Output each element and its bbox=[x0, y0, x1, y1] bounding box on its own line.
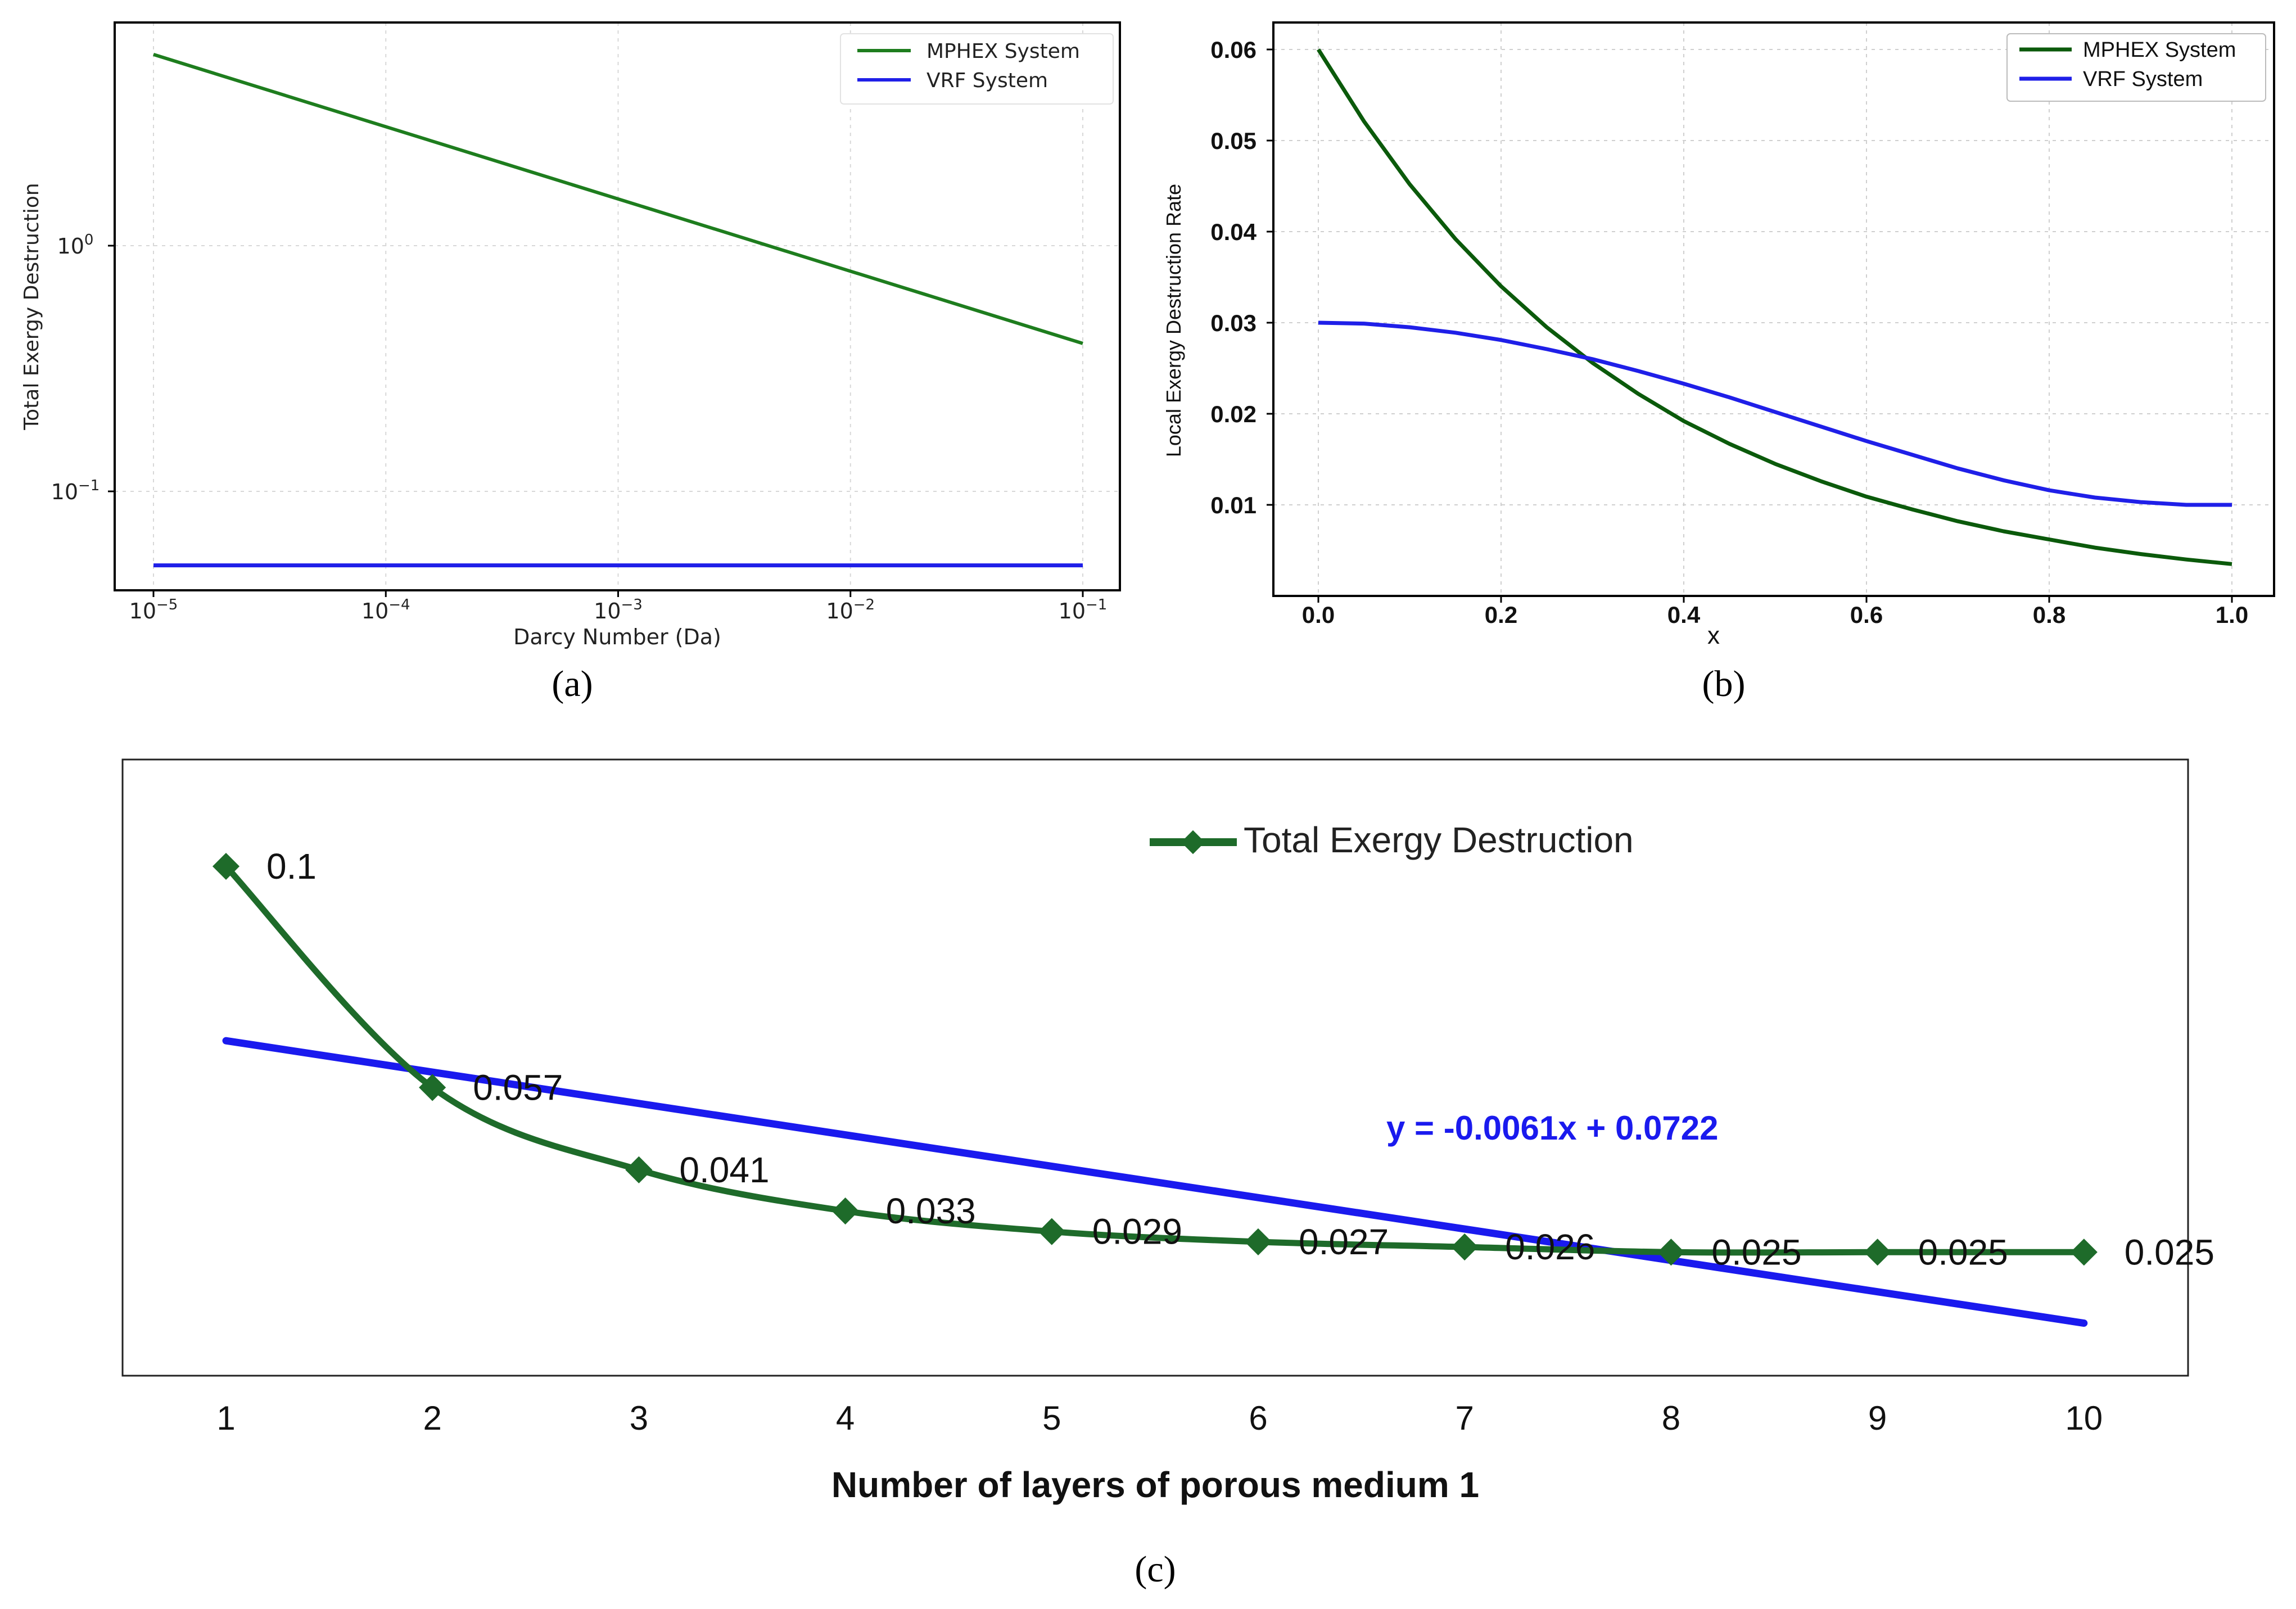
panel-c-legend-marker bbox=[1181, 830, 1205, 855]
panel-b-y-axis-label: Local Exergy Destruction Rate bbox=[1162, 184, 1185, 457]
panel-c-trendline bbox=[222, 1037, 2088, 1327]
panel-c-data-label: 0.025 bbox=[1711, 1232, 1801, 1272]
panel-b-series-line-1 bbox=[1317, 48, 2232, 566]
panel-c-x-tick-label: 2 bbox=[423, 1399, 442, 1437]
panel-b-caption: (b) bbox=[1702, 663, 1746, 704]
panel-c-x-tick-label: 9 bbox=[1868, 1399, 1887, 1437]
panel-c-data-marker bbox=[1451, 1233, 1479, 1261]
panel-b-x-tick-label: 0.6 bbox=[1850, 602, 1883, 628]
panel-c-ticks: 1 2 3 4 5 6 7 8 9 10 bbox=[216, 1399, 2103, 1437]
panel-b-series-line-2 bbox=[1318, 320, 2232, 507]
panel-c-data-marker bbox=[625, 1156, 653, 1183]
panel-c-data-label: 0.026 bbox=[1505, 1227, 1595, 1267]
panel-a-series bbox=[153, 53, 1083, 568]
panel-a: 10−5 10−4 10−3 10−2 10−1 100 10−1 MPHEX System… bbox=[20, 21, 1121, 704]
panel-b-series bbox=[1317, 48, 2232, 566]
panel-c-legend-label: Total Exergy Destruction bbox=[1244, 820, 1634, 860]
panel-a-ticks: 10−5 10−4 10−3 10−2 10−1 100 10−1 bbox=[51, 232, 1108, 623]
panel-a-series-line-1 bbox=[153, 53, 1083, 345]
panel-c-data-label: 0.057 bbox=[473, 1067, 563, 1108]
panel-a-legend-label-2: VRF System bbox=[926, 69, 1048, 92]
panel-a-x-tick-label: 10−4 bbox=[361, 596, 410, 623]
panel-a-caption: (a) bbox=[552, 663, 593, 704]
panel-c-x-axis-label: Number of layers of porous medium 1 bbox=[831, 1465, 1479, 1505]
panel-c-data-label: 0.033 bbox=[886, 1191, 976, 1231]
panel-c-data-marker bbox=[1038, 1218, 1065, 1245]
panel-a-x-tick-label: 10−2 bbox=[826, 596, 875, 623]
panel-b-y-tick-label: 0.03 bbox=[1210, 310, 1257, 336]
panel-b-y-tick-label: 0.06 bbox=[1210, 37, 1257, 63]
panel-b-x-tick-label: 1.0 bbox=[2216, 602, 2248, 628]
panel-c-legend: Total Exergy Destruction bbox=[1150, 820, 1634, 860]
panel-c-data-label: 0.041 bbox=[679, 1150, 769, 1190]
panel-c-trendline-equation: y = -0.0061x + 0.0722 bbox=[1386, 1109, 1719, 1147]
panel-b-x-tick-label: 0.2 bbox=[1485, 602, 1517, 628]
panel-b-legend-label-1: MPHEX System bbox=[2083, 38, 2236, 62]
panel-c-caption: (c) bbox=[1135, 1549, 1176, 1590]
panel-a-y-tick-label: 10−1 bbox=[51, 477, 100, 504]
panel-c-data-marker bbox=[1657, 1239, 1685, 1266]
panel-c-x-tick-label: 10 bbox=[2065, 1399, 2103, 1437]
panel-c-x-tick-label: 6 bbox=[1249, 1399, 1267, 1437]
panel-a-grid bbox=[115, 22, 1120, 590]
panel-a-legend-label-1: MPHEX System bbox=[926, 40, 1080, 63]
panel-a-x-axis-label: Darcy Number (Da) bbox=[513, 625, 721, 649]
panel-c-x-tick-label: 8 bbox=[1662, 1399, 1680, 1437]
panel-c-data-marker bbox=[1864, 1239, 1891, 1266]
panel-a-legend: MPHEX System VRF System bbox=[840, 33, 1114, 105]
panel-c-x-tick-label: 4 bbox=[836, 1399, 855, 1437]
panel-b-legend-label-2: VRF System bbox=[2083, 67, 2203, 91]
panel-c-data-label: 0.027 bbox=[1299, 1222, 1389, 1262]
panel-b-grid bbox=[1273, 22, 2274, 596]
panel-a-x-tick-label: 10−3 bbox=[594, 596, 643, 623]
panel-b-ticks: 0.0 0.2 0.4 0.6 0.8 1.0 0.01 0.02 0.03 0.04 0.05 0.… bbox=[1210, 37, 2248, 628]
panel-b-legend: MPHEX System VRF System bbox=[2006, 33, 2266, 102]
panel-c-x-tick-label: 5 bbox=[1042, 1399, 1061, 1437]
panel-b: 0.0 0.2 0.4 0.6 0.8 1.0 0.01 0.02 0.03 0.04 0.05 0.… bbox=[1162, 21, 2275, 704]
panel-b-x-axis-label: x bbox=[1707, 622, 1720, 649]
panel-a-y-tick-label: 100 bbox=[57, 232, 94, 259]
panel-c-data-label: 0.1 bbox=[266, 846, 317, 887]
panel-c-series-line bbox=[223, 864, 2084, 1256]
panel-b-frame bbox=[1272, 21, 2275, 597]
panel-c: 0.1 0.057 0.041 0.033 0.029 0.027 0.026 0.025 0.… bbox=[121, 758, 2214, 1590]
panel-c-trendline-group bbox=[222, 1037, 2088, 1327]
panel-c-data-marker bbox=[831, 1197, 859, 1225]
panel-c-x-tick-label: 3 bbox=[630, 1399, 648, 1437]
panel-b-y-tick-label: 0.05 bbox=[1210, 128, 1257, 154]
panel-c-data-label: 0.025 bbox=[2125, 1232, 2214, 1272]
panel-a-y-axis-label: Total Exergy Destruction bbox=[20, 183, 43, 431]
panel-c-x-tick-label: 1 bbox=[216, 1399, 235, 1437]
panel-c-data-label: 0.029 bbox=[1092, 1212, 1182, 1252]
panel-c-frame bbox=[121, 758, 2189, 1377]
panel-b-x-tick-label: 0.8 bbox=[2033, 602, 2066, 628]
panel-b-y-tick-label: 0.04 bbox=[1210, 219, 1257, 245]
panel-c-data-marker bbox=[2070, 1239, 2098, 1266]
panel-b-y-tick-label: 0.02 bbox=[1210, 401, 1257, 427]
panel-c-data-marker bbox=[1244, 1228, 1272, 1255]
panel-b-x-tick-label: 0.4 bbox=[1667, 602, 1701, 628]
panel-b-x-tick-label: 0.0 bbox=[1302, 602, 1335, 628]
panel-b-y-tick-label: 0.01 bbox=[1210, 492, 1257, 518]
panel-a-x-tick-label: 10−5 bbox=[129, 596, 178, 623]
panel-c-x-tick-label: 7 bbox=[1456, 1399, 1474, 1437]
panel-a-x-tick-label: 10−1 bbox=[1059, 596, 1108, 623]
panel-c-series: 0.1 0.057 0.041 0.033 0.029 0.027 0.026 0.025 0.… bbox=[212, 846, 2214, 1272]
panel-c-data-label: 0.025 bbox=[1918, 1232, 2008, 1272]
